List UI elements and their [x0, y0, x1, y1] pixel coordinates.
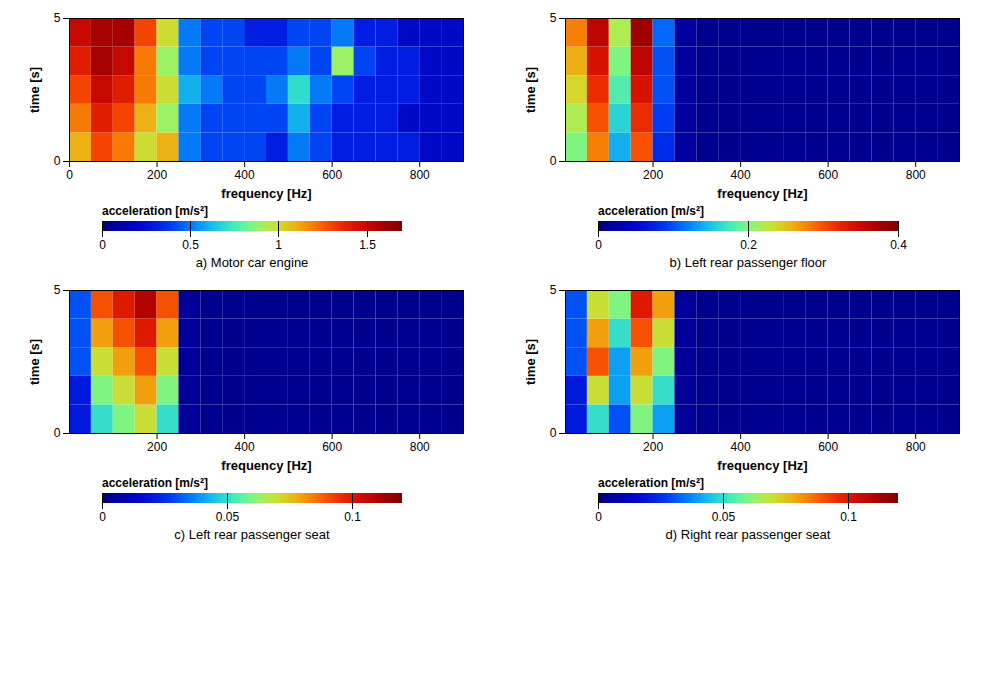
svg-text:200: 200 — [147, 168, 167, 182]
svg-text:frequency [Hz]: frequency [Hz] — [221, 458, 311, 473]
svg-text:800: 800 — [906, 168, 926, 182]
svg-text:0: 0 — [99, 510, 106, 524]
svg-text:0: 0 — [595, 238, 602, 252]
svg-text:0.05: 0.05 — [216, 510, 240, 524]
svg-text:0: 0 — [66, 168, 73, 182]
svg-text:0.1: 0.1 — [344, 510, 361, 524]
svg-text:800: 800 — [410, 440, 430, 454]
svg-text:800: 800 — [410, 168, 430, 182]
svg-text:600: 600 — [818, 168, 838, 182]
svg-text:frequency [Hz]: frequency [Hz] — [221, 186, 311, 201]
svg-text:0: 0 — [595, 510, 602, 524]
svg-text:0: 0 — [550, 154, 557, 168]
svg-text:0.4: 0.4 — [890, 238, 907, 252]
svg-text:time [s]: time [s] — [27, 339, 42, 385]
svg-text:0.2: 0.2 — [740, 238, 757, 252]
svg-text:0: 0 — [54, 154, 61, 168]
svg-text:200: 200 — [643, 168, 663, 182]
svg-text:time [s]: time [s] — [523, 339, 538, 385]
svg-text:0: 0 — [54, 426, 61, 440]
svg-text:400: 400 — [235, 440, 255, 454]
svg-text:200: 200 — [147, 440, 167, 454]
svg-text:0.05: 0.05 — [712, 510, 736, 524]
svg-text:acceleration [m/s²]: acceleration [m/s²] — [102, 476, 208, 490]
svg-text:0: 0 — [99, 238, 106, 252]
svg-text:0.1: 0.1 — [840, 510, 857, 524]
svg-text:acceleration [m/s²]: acceleration [m/s²] — [102, 204, 208, 218]
svg-text:400: 400 — [731, 168, 751, 182]
svg-text:1: 1 — [275, 238, 282, 252]
svg-text:5: 5 — [550, 283, 557, 297]
svg-text:frequency [Hz]: frequency [Hz] — [717, 458, 807, 473]
svg-text:5: 5 — [550, 11, 557, 25]
svg-text:5: 5 — [54, 283, 61, 297]
html-text:b) Left rear passenger floor: b) Left rear passenger floor — [669, 255, 827, 270]
svg-text:600: 600 — [322, 168, 342, 182]
html-text:c) Left rear passenger seat: c) Left rear passenger seat — [174, 527, 330, 542]
svg-text:frequency [Hz]: frequency [Hz] — [717, 186, 807, 201]
svg-text:800: 800 — [906, 440, 926, 454]
svg-text:5: 5 — [54, 11, 61, 25]
html-text:a) Motor car engine: a) Motor car engine — [195, 255, 309, 270]
svg-text:0: 0 — [550, 426, 557, 440]
svg-text:400: 400 — [235, 168, 255, 182]
html-text:d) Right rear passenger seat: d) Right rear passenger seat — [665, 527, 831, 542]
svg-text:time [s]: time [s] — [523, 67, 538, 113]
svg-text:time [s]: time [s] — [27, 67, 42, 113]
svg-text:acceleration [m/s²]: acceleration [m/s²] — [598, 204, 704, 218]
svg-text:200: 200 — [643, 440, 663, 454]
svg-text:400: 400 — [731, 440, 751, 454]
svg-text:600: 600 — [818, 440, 838, 454]
svg-text:600: 600 — [322, 440, 342, 454]
svg-text:0.5: 0.5 — [182, 238, 199, 252]
svg-text:acceleration [m/s²]: acceleration [m/s²] — [598, 476, 704, 490]
svg-text:1.5: 1.5 — [359, 238, 376, 252]
